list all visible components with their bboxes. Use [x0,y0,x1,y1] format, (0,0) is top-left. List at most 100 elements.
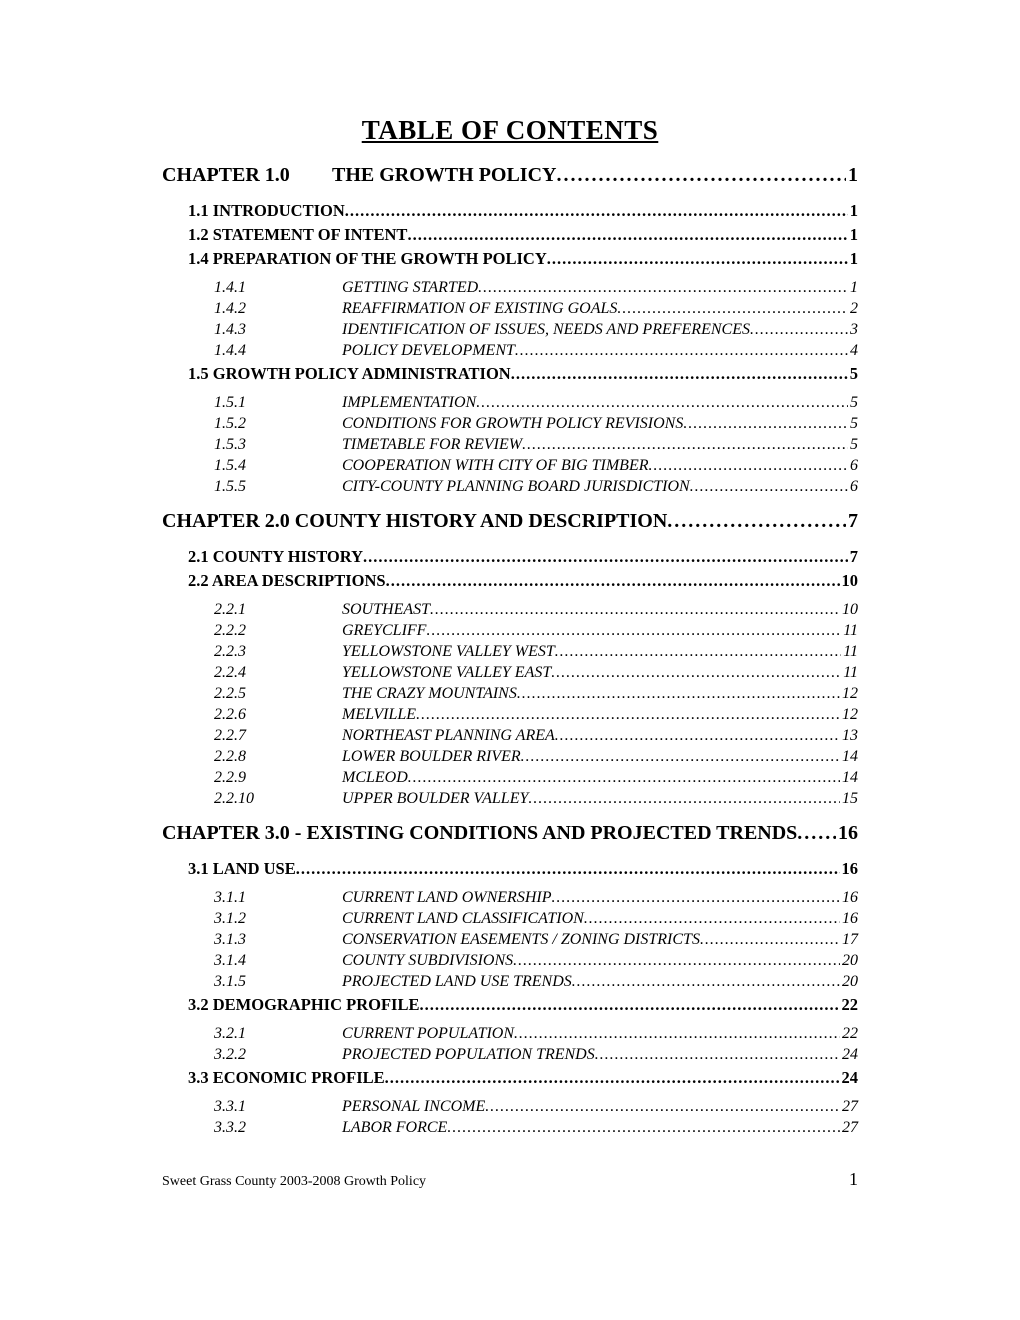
leader [296,859,840,879]
sub-label: IMPLEMENTATION [342,394,476,412]
chapter-1-num: CHAPTER 1.0 [162,164,332,187]
sub-label: CURRENT LAND CLASSIFICATION [342,910,584,928]
sub-label: LABOR FORCE [342,1119,447,1137]
leader [547,249,848,269]
sub-number: 3.1.1 [214,889,342,907]
section-3-1-subs: 3.1.1CURRENT LAND OWNERSHIP16 3.1.2CURREN… [214,889,858,991]
sub-label: THE CRAZY MOUNTAINS [342,685,517,703]
sub-page: 5 [848,415,858,433]
toc-sub-row: 2.2.9MCLEOD 14 [214,769,858,787]
sub-number: 1.4.4 [214,342,342,360]
chapter-3-label: CHAPTER 3.0 - EXISTING CONDITIONS AND PR… [162,822,797,845]
sub-label: NORTHEAST PLANNING AREA [342,727,555,745]
sub-label: SOUTHEAST [342,601,430,619]
leader [528,790,840,808]
leader [515,342,848,360]
section-label: 3.2 DEMOGRAPHIC PROFILE [188,995,419,1015]
leader [430,601,840,619]
sub-label: CURRENT LAND OWNERSHIP [342,889,551,907]
sub-number: 3.2.1 [214,1025,342,1043]
toc-sub-row: 3.1.4COUNTY SUBDIVISIONS20 [214,952,858,970]
section-3-2-subs: 3.2.1CURRENT POPULATION22 3.2.2PROJECTED … [214,1025,858,1064]
toc-sub-row: 3.1.1CURRENT LAND OWNERSHIP16 [214,889,858,907]
leader [511,364,848,384]
section-1-4: 1.4 PREPARATION OF THE GROWTH POLICY 1 [188,249,858,269]
section-3-3-subs: 3.3.1PERSONAL INCOME27 3.3.2LABOR FORCE 27 [214,1098,858,1137]
section-1-1: 1.1 INTRODUCTION 1 [188,201,858,221]
toc-sub-row: 1.4.1GETTING STARTED 1 [214,279,858,297]
sub-number: 2.2.9 [214,769,342,787]
ch2-sections: 2.1 COUNTY HISTORY 7 2.2 AREA DESCRIPTIO… [188,547,858,808]
sub-label: IDENTIFICATION OF ISSUES, NEEDS AND PREF… [342,321,750,339]
sub-page: 5 [848,394,858,412]
section-label: 1.1 INTRODUCTION [188,201,345,221]
toc-sub-row: 3.1.5PROJECTED LAND USE TRENDS 20 [214,973,858,991]
toc-sub-row: 3.2.1CURRENT POPULATION22 [214,1025,858,1043]
leader [521,748,840,766]
sub-number: 3.1.2 [214,910,342,928]
section-page: 1 [848,249,858,269]
sub-label: CONSERVATION EASEMENTS / ZONING DISTRICT… [342,931,700,949]
toc-sub-row: 1.5.1IMPLEMENTATION5 [214,394,858,412]
sub-page: 22 [840,1025,858,1043]
sub-label: PROJECTED LAND USE TRENDS [342,973,572,991]
leader [476,394,848,412]
sub-number: 2.2.8 [214,748,342,766]
sub-page: 11 [841,643,858,661]
sub-page: 12 [840,685,858,703]
leader [617,300,848,318]
toc-sub-row: 2.2.5THE CRAZY MOUNTAINS 12 [214,685,858,703]
sub-page: 6 [848,478,858,496]
document-page: TABLE OF CONTENTS CHAPTER 1.0 THE GROWTH… [0,0,1020,1320]
sub-number: 1.5.4 [214,457,342,475]
section-page: 1 [848,225,858,245]
sub-number: 3.2.2 [214,1046,342,1064]
sub-label: PERSONAL INCOME [342,1098,485,1116]
section-label: 1.5 GROWTH POLICY ADMINISTRATION [188,364,511,384]
section-page: 7 [848,547,858,567]
chapter-1-page: 1 [846,164,858,187]
sub-label: GETTING STARTED [342,279,478,297]
sub-page: 2 [848,300,858,318]
leader [690,478,848,496]
sub-label: YELLOWSTONE VALLEY EAST [342,664,551,682]
toc-sub-row: 2.2.3YELLOWSTONE VALLEY WEST11 [214,643,858,661]
sub-page: 27 [840,1119,858,1137]
sub-page: 1 [848,279,858,297]
section-label: 2.1 COUNTY HISTORY [188,547,363,567]
chapter-2-page: 7 [846,510,858,533]
section-1-5: 1.5 GROWTH POLICY ADMINISTRATION 5 [188,364,858,384]
page-title: TABLE OF CONTENTS [162,115,858,146]
toc-sub-row: 2.2.4YELLOWSTONE VALLEY EAST11 [214,664,858,682]
sub-number: 3.3.2 [214,1119,342,1137]
section-page: 1 [848,201,858,221]
sub-label: MCLEOD [342,769,408,787]
toc-sub-row: 3.1.2CURRENT LAND CLASSIFICATION16 [214,910,858,928]
sub-label: UPPER BOULDER VALLEY [342,790,528,808]
sub-label: POLICY DEVELOPMENT [342,342,515,360]
leader [584,910,840,928]
sub-label: LOWER BOULDER RIVER [342,748,521,766]
leader [750,321,848,339]
footer-page-number: 1 [849,1169,858,1190]
sub-page: 10 [840,601,858,619]
section-1-2: 1.2 STATEMENT OF INTENT 1 [188,225,858,245]
sub-number: 2.2.10 [214,790,342,808]
sub-label: PROJECTED POPULATION TRENDS [342,1046,595,1064]
leader [514,1025,840,1043]
page-footer: Sweet Grass County 2003-2008 Growth Poli… [162,1169,858,1190]
leader [485,1098,840,1116]
sub-page: 14 [840,748,858,766]
sub-number: 2.2.4 [214,664,342,682]
toc-sub-row: 2.2.10UPPER BOULDER VALLEY 15 [214,790,858,808]
section-page: 16 [840,859,859,879]
section-3-2: 3.2 DEMOGRAPHIC PROFILE 22 [188,995,858,1015]
sub-page: 13 [840,727,858,745]
chapter-3-row: CHAPTER 3.0 - EXISTING CONDITIONS AND PR… [162,822,858,845]
sub-page: 6 [848,457,858,475]
sub-number: 2.2.6 [214,706,342,724]
toc-sub-row: 1.5.5CITY-COUNTY PLANNING BOARD JURISDIC… [214,478,858,496]
chapter-3-page: 16 [836,822,858,845]
toc-sub-row: 3.3.1PERSONAL INCOME27 [214,1098,858,1116]
leader [345,201,848,221]
